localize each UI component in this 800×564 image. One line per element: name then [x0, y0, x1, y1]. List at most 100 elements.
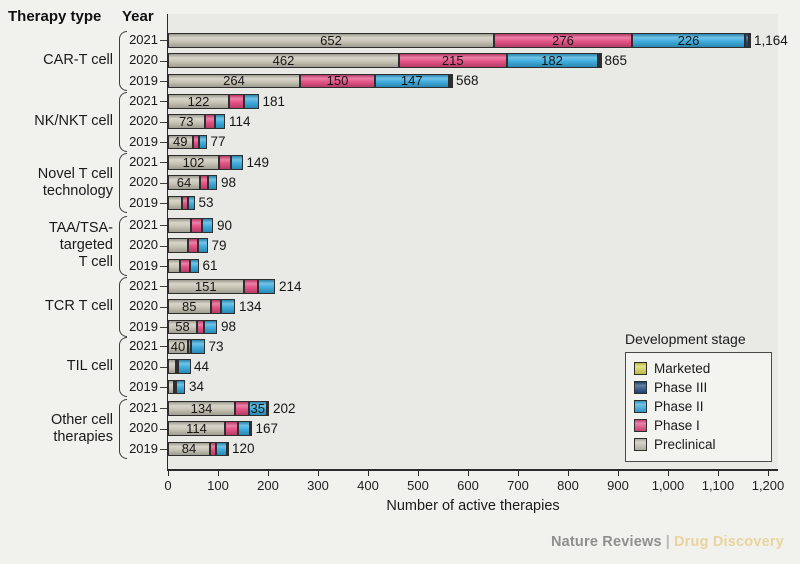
bar-segment-phase-i	[225, 421, 238, 436]
x-tick-label: 200	[257, 478, 279, 493]
bar-segment-preclinical: 73	[168, 114, 205, 129]
stacked-bar-car-t-cell-2021: 652 276 226	[168, 33, 751, 48]
x-tick-label: 1,200	[751, 478, 785, 493]
bar-segment-phase-i	[182, 195, 188, 211]
stacked-bar-car-t-cell-2020: 462 215 182	[168, 53, 602, 68]
year-label: 2020	[129, 358, 158, 374]
legend-item-phase-i: Phase I	[634, 416, 763, 435]
legend-label: Preclinical	[654, 437, 716, 452]
bar-total-label: 202	[273, 400, 296, 416]
x-tick-mark	[668, 470, 670, 476]
therapy-type-label-line: therapies	[53, 428, 113, 445]
x-axis-title: Number of active therapies	[386, 498, 560, 514]
bar-segment-preclinical	[168, 218, 191, 233]
bar-segment-phase-i	[191, 218, 202, 233]
bar-segment-preclinical	[168, 258, 180, 274]
x-tick-mark	[518, 470, 520, 476]
year-label: 2021	[129, 278, 158, 293]
bar-segment-phase-ii	[230, 155, 243, 170]
stacked-bar-til-cell-2021: 40	[168, 339, 205, 354]
x-tick-mark	[618, 470, 620, 476]
bar-total-label: 79	[211, 238, 227, 254]
legend-swatch-phase-ii	[634, 400, 647, 413]
therapy-type-label: TCR T cell	[0, 273, 113, 340]
bar-segment-phase-iii	[745, 33, 749, 48]
bar-total-label: 181	[262, 93, 286, 109]
year-label: 2020	[129, 420, 158, 436]
segment-value-label: 73	[179, 114, 194, 130]
bar-segment-phase-ii: 182	[506, 53, 598, 68]
therapy-type-label-line: Other cell	[50, 411, 113, 428]
bar-segment-preclinical: 264	[168, 73, 300, 88]
legend-box: Marketed Phase III Phase II Phase I Preclini…	[625, 352, 772, 462]
year-label: 2020	[129, 174, 158, 190]
column-header-therapy-type: Therapy type	[8, 8, 102, 25]
legend-item-preclinical: Preclinical	[634, 435, 763, 454]
bar-segment-phase-ii	[191, 339, 205, 354]
x-tick-mark	[718, 470, 720, 476]
stacked-bar-novel-t-cell-technology-2021: 102	[168, 155, 243, 170]
bar-segment-phase-i	[204, 114, 215, 129]
bar-total-label: 134	[239, 299, 262, 315]
stacked-bar-nk-nkt-cell-2019: 49	[168, 134, 207, 149]
legend-label: Phase II	[654, 399, 704, 414]
therapy-type-label-line: CAR-T cell	[43, 52, 113, 69]
bar-segment-phase-i	[180, 258, 190, 274]
x-tick-label: 500	[407, 478, 429, 493]
bar-segment-preclinical: 151	[168, 279, 244, 294]
therapy-type-label-line: T cell	[78, 254, 113, 271]
bar-segment-preclinical: 114	[168, 421, 225, 436]
stacked-bar-taa-tsa-targeted-t-cell-2019	[168, 258, 199, 274]
bar-total-label: 214	[279, 278, 302, 294]
year-axis-tick	[160, 428, 168, 430]
bar-segment-preclinical: 49	[168, 134, 193, 149]
x-tick-mark	[768, 470, 770, 476]
bar-segment-marketed	[599, 53, 602, 68]
bar-segment-preclinical: 102	[168, 155, 219, 170]
x-tick-mark	[168, 470, 170, 476]
bar-total-label: 149	[246, 154, 270, 170]
bar-segment-phase-ii	[189, 258, 199, 274]
bar-segment-phase-i	[235, 401, 249, 416]
bar-segment-preclinical: 652	[168, 33, 494, 48]
journal-name: Nature Reviews	[550, 534, 662, 550]
therapy-type-label: TAA/TSA-targeted T cell	[0, 212, 113, 279]
bar-segment-phase-i	[176, 359, 178, 374]
bar-total-label: 53	[198, 195, 214, 211]
stacked-bar-taa-tsa-targeted-t-cell-2020	[168, 238, 208, 253]
bar-segment-phase-iii	[266, 401, 269, 416]
bar-segment-phase-ii	[197, 238, 208, 253]
therapy-type-label-line: targeted	[59, 237, 113, 254]
x-axis-line	[167, 469, 778, 471]
stacked-bar-tcr-t-cell-2020: 85	[168, 299, 235, 314]
year-axis-tick	[160, 386, 168, 389]
bar-segment-preclinical: 122	[168, 94, 229, 109]
column-header-year: Year	[122, 8, 154, 25]
bar-segment-phase-i: 276	[494, 33, 632, 48]
bar-segment-phase-i	[210, 441, 216, 457]
group-bracket	[119, 30, 127, 91]
bar-segment-phase-i	[174, 379, 176, 395]
legend-label: Phase III	[654, 380, 708, 395]
bar-segment-phase-ii: 35	[249, 401, 267, 416]
year-axis-tick	[160, 408, 168, 410]
bar-segment-marketed	[749, 33, 751, 48]
year-label: 2020	[129, 237, 158, 253]
legend-label: Phase I	[654, 418, 700, 433]
bar-segment-preclinical	[168, 238, 188, 253]
segment-value-label: 215	[441, 53, 464, 69]
year-axis-tick	[160, 182, 168, 184]
segment-value-label: 58	[175, 319, 190, 335]
year-label: 2020	[129, 113, 158, 129]
year-label: 2020	[129, 52, 158, 68]
bar-segment-phase-iii	[448, 73, 451, 89]
bar-segment-phase-ii	[221, 299, 235, 314]
legend-label: Marketed	[654, 361, 711, 376]
year-axis-tick	[160, 121, 168, 123]
segment-value-label: 652	[320, 32, 342, 48]
year-label: 2021	[129, 154, 158, 169]
stacked-bar-til-cell-2020	[168, 359, 191, 374]
year-axis-tick	[160, 306, 168, 308]
segment-value-label: 84	[181, 441, 197, 457]
therapy-type-label-line: technology	[42, 182, 113, 199]
